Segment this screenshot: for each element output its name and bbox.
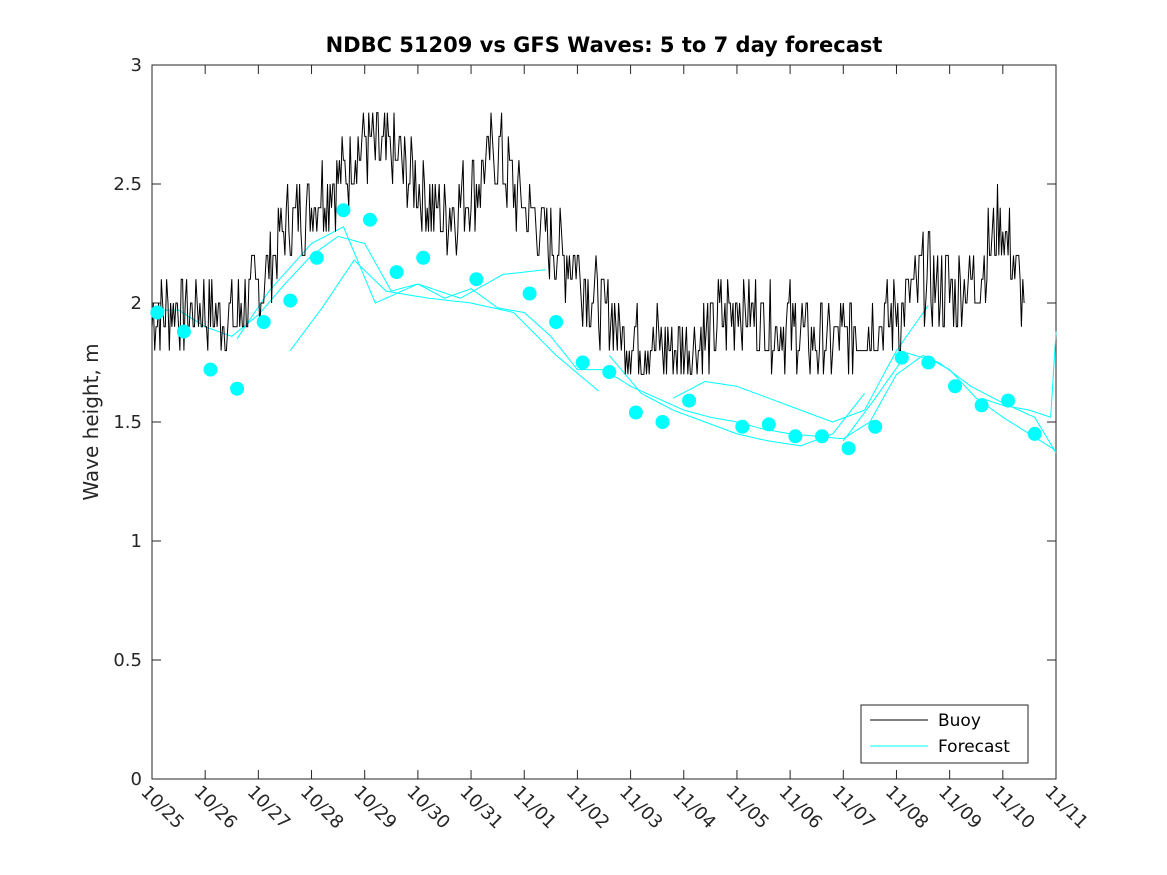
forecast-marker (1027, 426, 1042, 441)
forecast-run-line (842, 352, 1057, 454)
y-tick-label: 2 (131, 293, 142, 314)
legend-label-buoy: Buoy (938, 711, 981, 731)
forecast-marker (841, 441, 856, 456)
forecast-marker (735, 419, 750, 434)
forecast-marker (150, 305, 165, 320)
forecast-marker (416, 250, 431, 265)
y-tick-label: 0 (131, 769, 142, 790)
forecast-marker (815, 429, 829, 444)
forecast-marker (682, 393, 697, 408)
forecast-run-line (236, 226, 546, 339)
forecast-marker (389, 265, 404, 280)
forecast-marker (948, 379, 962, 394)
forecast-run-line (672, 305, 929, 423)
y-tick-label: 0.5 (113, 650, 142, 671)
forecast-marker (1001, 393, 1016, 408)
forecast-marker (974, 398, 989, 413)
forecast-marker (575, 355, 590, 370)
forecast-marker (761, 417, 776, 432)
forecast-marker (309, 250, 324, 265)
y-tick-label: 2.5 (113, 174, 142, 195)
plot-area (151, 64, 1057, 780)
axes-box (151, 64, 1057, 780)
forecast-marker (469, 272, 484, 287)
forecast-marker (256, 315, 271, 329)
forecast-marker (868, 419, 883, 434)
forecast-marker (549, 315, 564, 329)
forecast-marker (602, 365, 617, 379)
forecast-markers (150, 203, 1042, 456)
forecast-marker (336, 203, 351, 218)
y-tick-label: 3 (131, 55, 142, 76)
forecast-marker (628, 405, 643, 420)
forecast-run-line (981, 331, 1057, 418)
forecast-marker (203, 362, 218, 377)
y-axis-label: Wave height, m (79, 343, 103, 500)
legend: Buoy Forecast (860, 704, 1029, 764)
y-tick-label: 1 (131, 531, 142, 552)
y-axis: 0 0.5 1 1.5 2 2.5 3 (113, 55, 1056, 790)
series-line-buoy (151, 112, 1025, 375)
forecast-marker (894, 350, 909, 365)
y-tick-label: 1.5 (113, 412, 142, 433)
forecast-marker (283, 293, 298, 308)
forecast-marker (788, 429, 803, 444)
chart-title: NDBC 51209 vs GFS Waves: 5 to 7 day fore… (326, 33, 883, 57)
forecast-marker (230, 381, 245, 396)
forecast-marker (522, 286, 537, 301)
legend-label-forecast: Forecast (938, 737, 1010, 757)
forecast-run-line (289, 259, 600, 392)
forecast-marker (921, 355, 936, 370)
forecast-marker (655, 415, 670, 429)
forecast-marker (176, 324, 191, 339)
legend-box (860, 704, 1029, 764)
forecast-marker (363, 212, 377, 227)
